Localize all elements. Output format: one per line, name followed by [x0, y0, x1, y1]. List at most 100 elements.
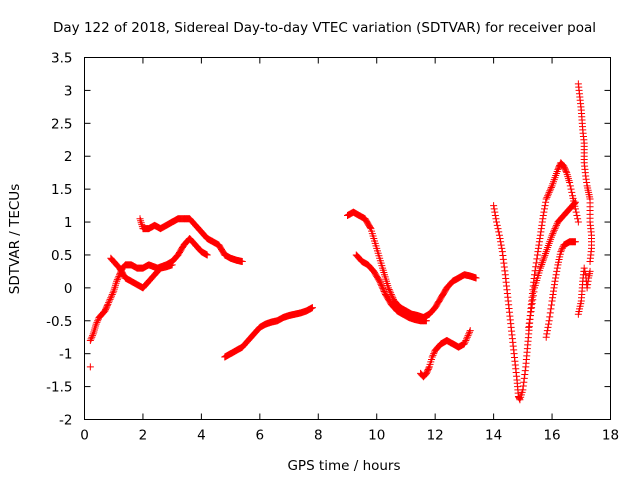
- data-point-marker: [549, 230, 557, 238]
- data-point-marker: [378, 282, 386, 290]
- data-point-marker: [571, 238, 579, 246]
- data-point-marker: [495, 231, 503, 239]
- data-point-marker: [105, 299, 113, 307]
- data-point-marker: [571, 198, 579, 206]
- data-point-marker: [113, 277, 121, 285]
- data-point-marker: [387, 290, 395, 298]
- data-point-marker: [566, 179, 574, 187]
- data-point-marker: [89, 332, 97, 340]
- data-point-marker: [529, 296, 537, 304]
- data-point-marker: [490, 202, 498, 210]
- data-point-marker: [546, 309, 554, 317]
- data-point-marker: [498, 244, 506, 252]
- data-point-marker: [385, 286, 393, 294]
- y-tick-label: -1: [59, 347, 72, 363]
- data-point-marker: [546, 187, 554, 195]
- data-point-marker: [573, 211, 581, 219]
- data-point-marker: [571, 205, 579, 213]
- y-tick-label: 2.5: [51, 116, 72, 132]
- data-point-marker: [103, 302, 111, 310]
- data-point-marker: [547, 183, 555, 191]
- data-point-marker: [580, 264, 588, 272]
- data-point-marker: [544, 190, 552, 198]
- data-point-marker: [463, 335, 471, 343]
- series-track-j: [525, 198, 579, 331]
- y-axis-label: SDTVAR / TECUs: [7, 184, 23, 294]
- data-point-marker: [109, 289, 117, 297]
- data-point-marker: [376, 277, 384, 285]
- data-point-marker: [388, 292, 396, 300]
- data-point-marker: [92, 320, 100, 328]
- data-point-marker: [94, 317, 102, 325]
- data-point-marker: [238, 258, 246, 266]
- series-track-m: [574, 264, 594, 318]
- data-point-marker: [308, 304, 316, 312]
- y-tick-label: 0.5: [51, 248, 72, 264]
- data-point-marker: [570, 200, 578, 208]
- data-point-marker: [541, 202, 549, 210]
- data-point-marker: [552, 271, 560, 279]
- x-tick-label: 4: [197, 428, 206, 444]
- data-point-marker: [551, 277, 559, 285]
- y-tick-label: 3.5: [51, 51, 72, 67]
- data-point-marker: [86, 363, 94, 371]
- data-point-marker: [531, 271, 539, 279]
- data-point-marker: [542, 195, 550, 203]
- data-point-marker: [366, 224, 374, 232]
- data-point-marker: [539, 211, 547, 219]
- data-point-marker: [557, 248, 565, 256]
- data-point-marker: [491, 211, 499, 219]
- data-point-marker: [203, 251, 211, 259]
- data-point-marker: [528, 304, 536, 312]
- series-track-a: [86, 363, 94, 371]
- data-point-marker: [552, 223, 560, 231]
- data-point-marker: [430, 350, 438, 358]
- data-point-marker: [525, 319, 533, 327]
- data-point-marker: [528, 300, 536, 308]
- series-track-e: [221, 304, 316, 361]
- data-point-marker: [540, 253, 548, 261]
- data-point-marker: [86, 337, 94, 345]
- y-tick-label: -0.5: [46, 314, 72, 330]
- data-point-marker: [107, 294, 115, 302]
- data-point-marker: [106, 295, 114, 303]
- data-point-marker: [538, 259, 546, 267]
- data-point-marker: [376, 279, 384, 287]
- data-point-marker: [472, 274, 480, 282]
- data-point-marker: [558, 246, 566, 254]
- data-point-marker: [536, 264, 544, 272]
- x-tick-label: 6: [256, 428, 265, 444]
- data-point-marker: [574, 218, 582, 226]
- data-point-marker: [545, 317, 553, 325]
- x-tick-label: 0: [80, 428, 89, 444]
- data-point-marker: [547, 301, 555, 309]
- x-tick-label: 14: [485, 428, 502, 444]
- data-point-marker: [464, 332, 472, 340]
- data-point-marker: [104, 300, 112, 308]
- data-point-marker: [533, 255, 541, 263]
- data-point-marker: [540, 208, 548, 216]
- series-track-i: [490, 159, 582, 404]
- data-point-marker: [465, 330, 473, 338]
- data-point-marker: [544, 323, 552, 331]
- data-point-marker: [493, 221, 501, 229]
- data-point-marker: [378, 283, 386, 291]
- data-point-marker: [526, 315, 534, 323]
- data-point-marker: [88, 333, 96, 341]
- data-point-marker: [115, 272, 123, 280]
- data-point-marker: [466, 328, 474, 336]
- data-point-marker: [586, 267, 594, 275]
- data-point-marker: [543, 330, 551, 338]
- data-point-marker: [380, 286, 388, 294]
- y-tick-label: -1.5: [46, 380, 72, 396]
- data-point-marker: [429, 351, 437, 359]
- series-track-k: [542, 238, 579, 341]
- y-tick-label: 2: [64, 149, 73, 165]
- data-point-marker: [460, 340, 468, 348]
- series-track-f: [344, 208, 480, 321]
- series-track-h: [417, 327, 474, 381]
- data-point-marker: [544, 192, 552, 200]
- data-point-marker: [548, 231, 556, 239]
- series-track-l: [574, 80, 596, 266]
- data-point-marker: [539, 257, 547, 265]
